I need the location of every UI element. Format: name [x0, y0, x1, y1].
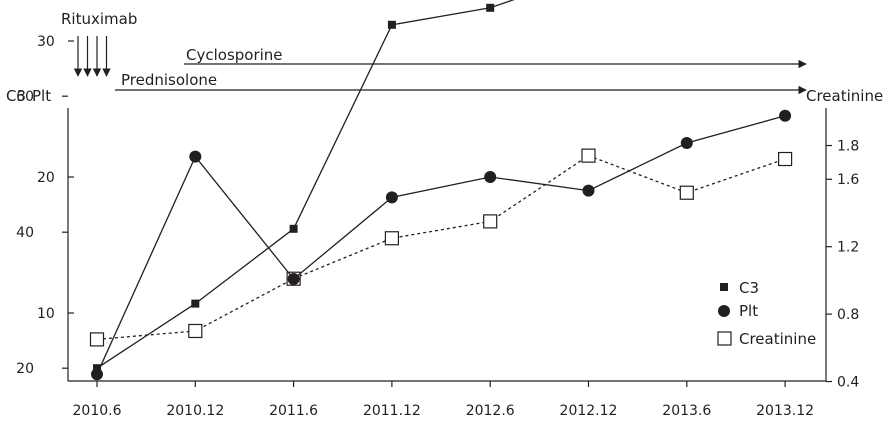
rituximab-label: Rituximab	[61, 10, 137, 28]
legend-c3-marker	[720, 283, 728, 291]
x-tick-label: 2011.6	[269, 403, 318, 419]
legend-plt-label: Plt	[739, 302, 758, 320]
legend-creatinine-label: Creatinine	[739, 330, 816, 348]
y-c3-tick-label: 40	[16, 225, 34, 241]
plt-point	[779, 109, 792, 122]
creatinine-point	[89, 332, 105, 347]
plt-point	[582, 184, 595, 197]
c3-series-line	[96, 0, 515, 369]
plt-point	[189, 150, 202, 163]
c3-point	[486, 3, 495, 12]
y-right-tick-label: 1.6	[837, 172, 859, 188]
c3-point	[387, 20, 396, 29]
plt-point	[287, 273, 300, 285]
rituximab-arrows	[73, 36, 111, 77]
y-plt-tick-label: 10	[37, 306, 55, 322]
prednisolone-label: Prednisolone	[121, 71, 217, 89]
y-right-tick-label: 0.8	[837, 307, 859, 323]
y-right-tick-label: 1.2	[837, 240, 859, 256]
creatinine-point	[188, 323, 203, 339]
creatinine-point	[777, 151, 793, 167]
x-tick-label: 2012.6	[466, 403, 515, 419]
y-axis-c3-label: C3	[6, 87, 26, 105]
cyclosporine-label: Cyclosporine	[186, 46, 283, 64]
c3-point	[191, 299, 200, 308]
y-axis-plt-ticks: 10 20 30	[37, 34, 74, 322]
legend-plt-marker	[718, 305, 730, 317]
plt-point	[484, 171, 497, 183]
y-right-tick-label: 0.4	[837, 375, 859, 391]
y-axis-right-label: Creatinine	[806, 87, 883, 105]
y-axis-c3-ticks: 20406080100	[16, 89, 68, 377]
creatinine-series-line	[96, 154, 786, 341]
plt-point	[385, 191, 398, 204]
legend-c3-label: C3	[739, 279, 759, 297]
creatinine-point	[581, 148, 596, 163]
creatinine-point	[384, 231, 399, 246]
y-c3-tick-label: 60	[16, 89, 34, 105]
x-tick-label: 2011.12	[363, 403, 421, 419]
c3-point	[289, 224, 298, 233]
legend: C3 Plt Creatinine	[717, 279, 816, 348]
x-tick-label: 2010.6	[73, 403, 122, 419]
y-plt-tick-label: 20	[37, 170, 55, 186]
x-axis-ticks: 2010.6 2010.12 2011.6 2011.12 2012.6 2012.12 2…	[73, 381, 814, 419]
x-tick-label: 2010.12	[166, 403, 224, 419]
x-tick-label: 2013.6	[662, 403, 711, 419]
y-axis-right-ticks: 0.4 0.8 1.2 1.6 1.8	[826, 139, 859, 391]
treatment-annotations: Rituximab Cyclosporine Prednisolone	[61, 10, 807, 95]
x-tick-label: 2013.12	[756, 403, 814, 419]
legend-creatinine-marker	[717, 331, 732, 346]
y-c3-tick-label: 20	[16, 361, 34, 377]
y-right-tick-label: 1.8	[837, 139, 859, 155]
plt-point	[680, 137, 693, 149]
x-tick-label: 2012.12	[560, 403, 618, 419]
y-plt-tick-label: 30	[37, 34, 55, 50]
plt-series-line	[96, 115, 786, 375]
creatinine-point	[483, 214, 498, 229]
series-layer	[89, 0, 793, 381]
plt-point	[91, 368, 103, 381]
creatinine-point	[679, 185, 694, 200]
y-axis-plt-label: Plt	[32, 87, 51, 105]
